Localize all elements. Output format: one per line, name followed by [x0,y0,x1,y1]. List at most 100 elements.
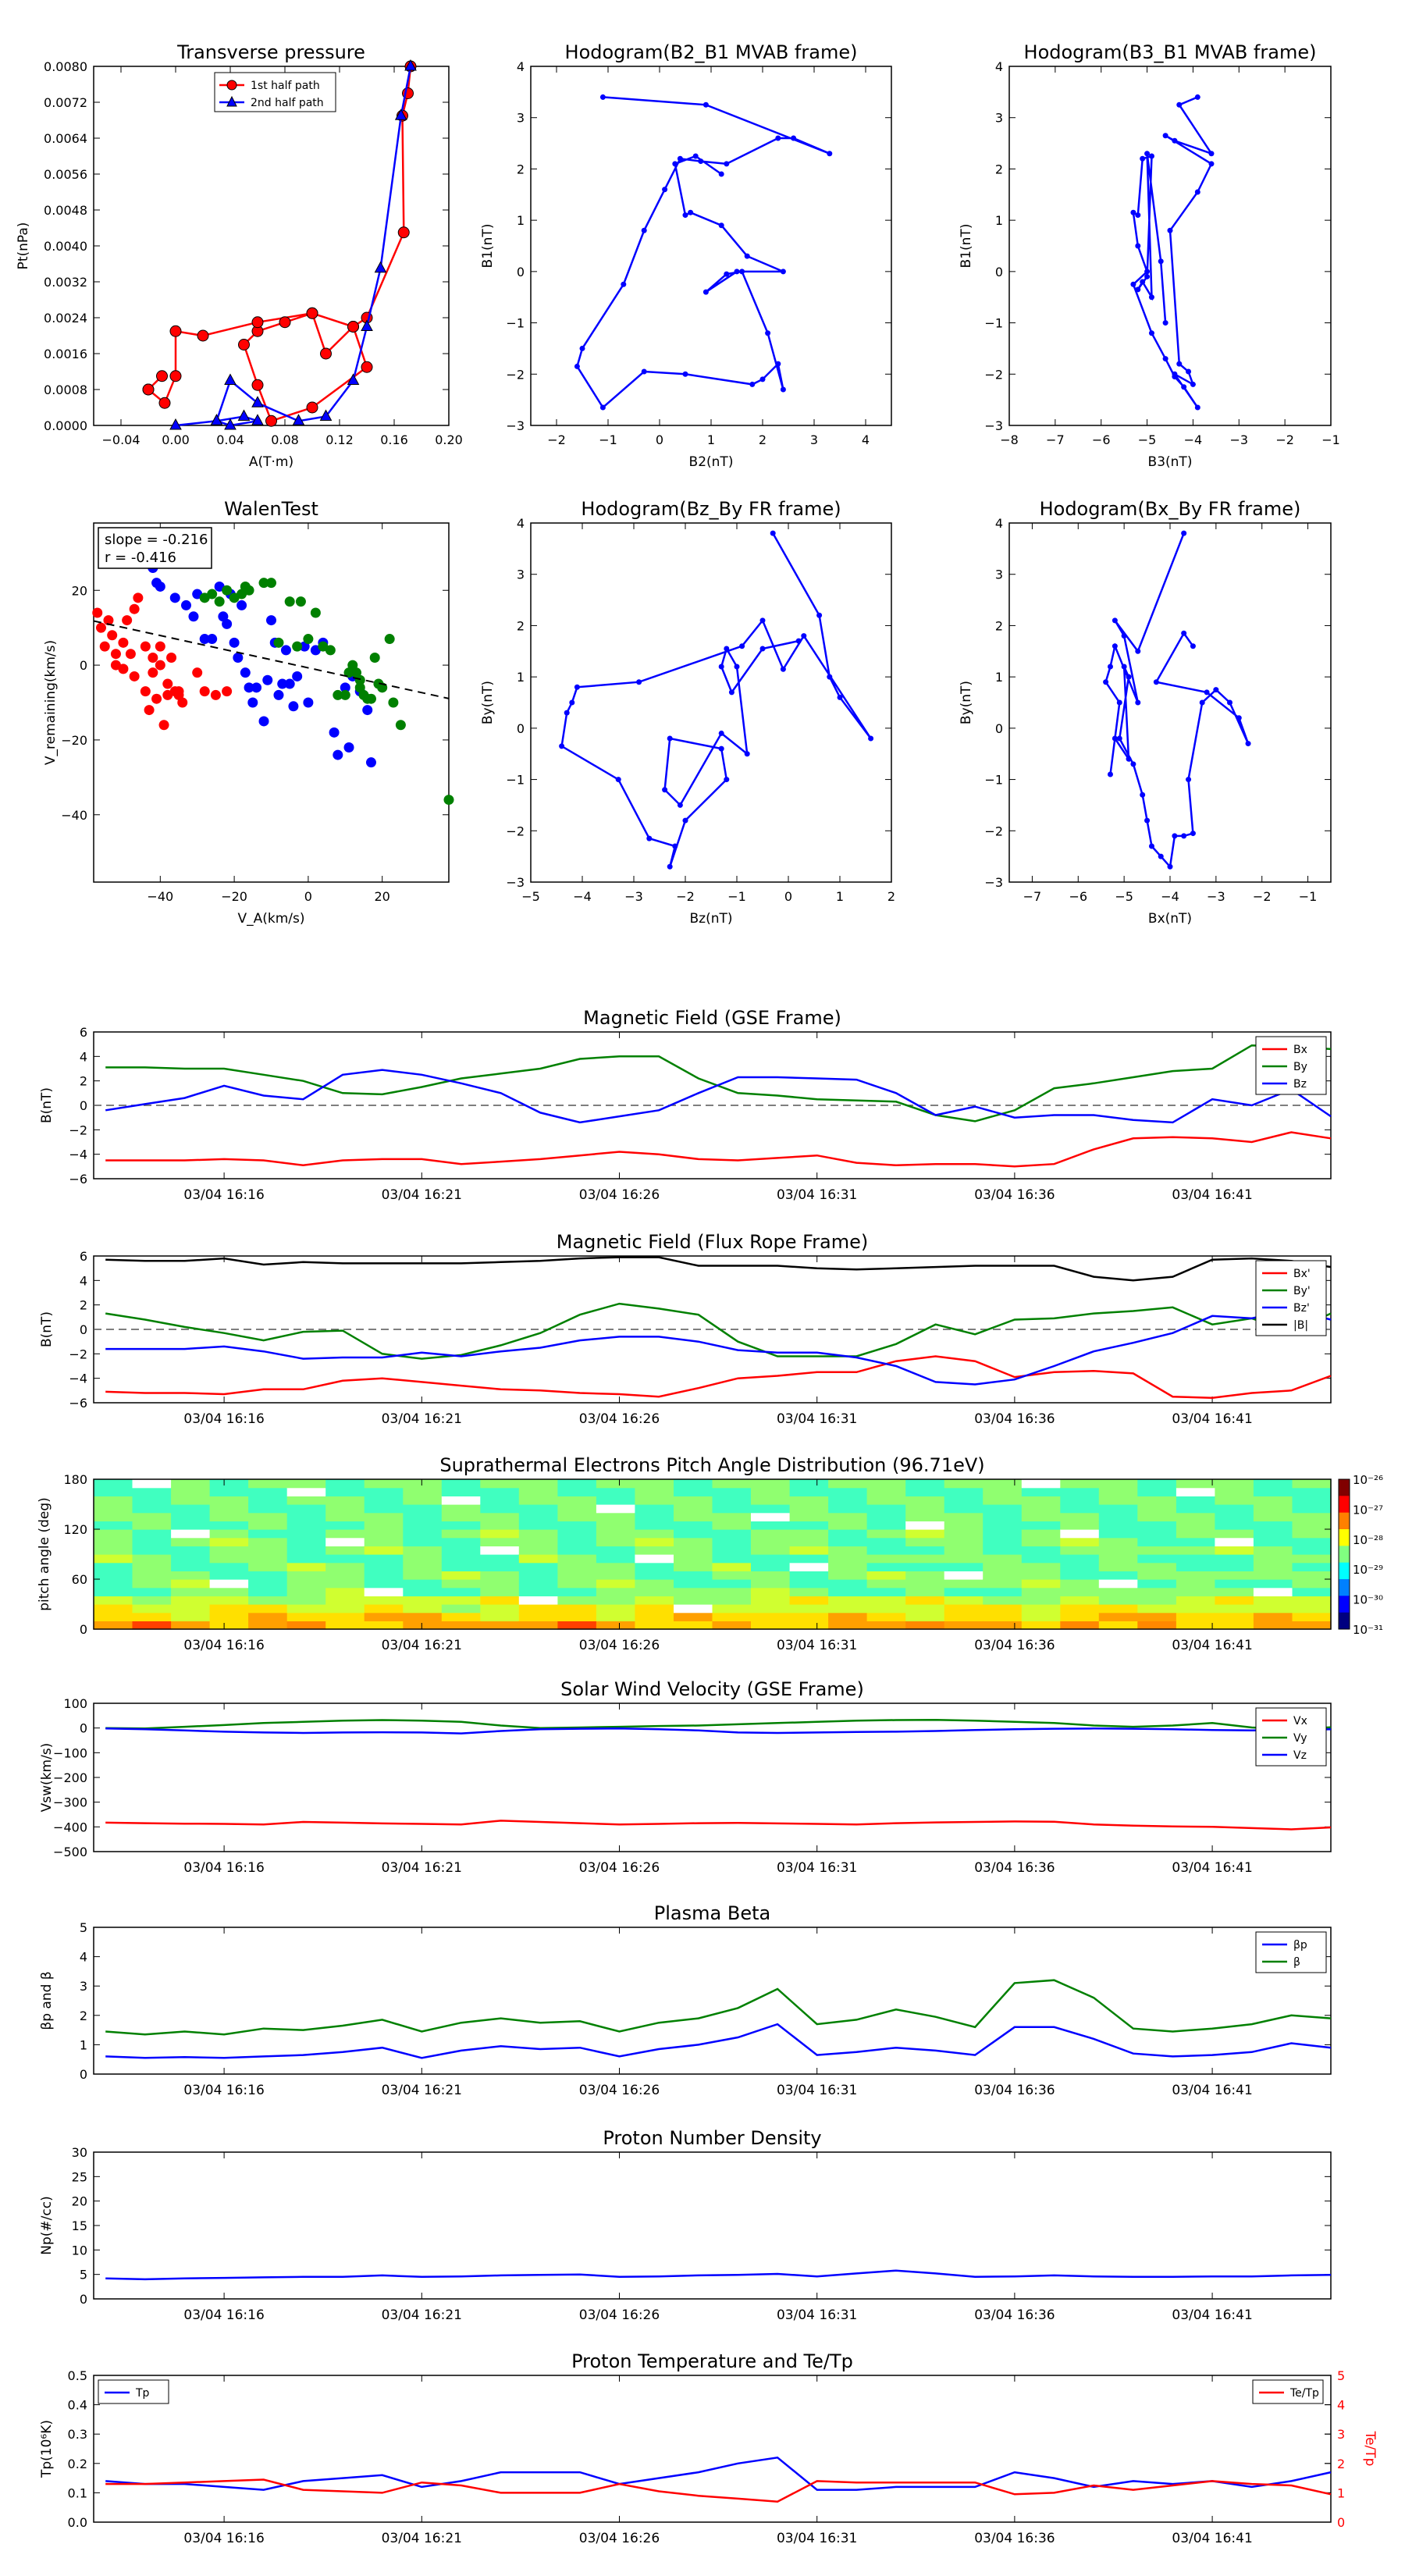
data-point [1144,269,1151,275]
heatmap-cell [1098,1479,1138,1489]
heatmap-cell [674,1596,713,1605]
data-point [1112,735,1118,742]
data-point [574,363,580,369]
heatmap-cell [828,1554,868,1564]
data-point [1107,771,1113,777]
heatmap-cell [789,1554,829,1564]
scatter-point [177,697,188,708]
heatmap-cell [325,1562,365,1571]
heatmap-cell [518,1604,558,1614]
data-point [672,161,678,167]
y-axis-label: pitch angle (deg) [37,1497,52,1611]
data-point [564,710,570,716]
heatmap-cell [1060,1562,1100,1571]
heatmap-cell [248,1579,288,1589]
heatmap-cell [1215,1554,1254,1564]
legend-label: |B| [1293,1319,1308,1332]
heatmap-cell [209,1604,249,1614]
x-axis-label: Bz(nT) [689,911,732,927]
heatmap-cell [364,1479,404,1489]
scatter-point [140,686,151,697]
scatter-point [277,678,288,689]
heatmap-cell [557,1612,597,1621]
heatmap-cell [983,1596,1023,1605]
heatmap-cell [1060,1604,1100,1614]
data-point [868,735,874,742]
x-tick-label: 0.00 [162,432,190,447]
scatter-point [233,653,244,663]
heatmap-cell [751,1537,791,1546]
y-tick-label: −2 [984,367,1003,382]
heatmap-cell [364,1612,404,1621]
scatter-point [118,664,129,674]
heatmap-cell [1060,1587,1100,1596]
chart-title: Hodogram(Bz_By FR frame) [581,498,841,520]
heatmap-cell [1021,1504,1061,1514]
x-tick-label: 2 [887,889,895,904]
y-axis-label: Vsw(km/s) [39,1743,55,1813]
heatmap-cell [1292,1504,1332,1514]
x-tick-label: −5 [521,889,540,904]
heatmap-cell [712,1554,752,1564]
data-point [759,646,766,652]
heatmap-cell [171,1621,211,1630]
heatmap-cell [364,1496,404,1505]
data-point [1162,356,1168,362]
x-tick-label: 03/04 16:36 [974,2307,1055,2323]
heatmap-cell [480,1554,520,1564]
plot-frame [1008,66,1332,426]
scatter-point [354,674,365,685]
legend-label: Bz [1293,1078,1307,1091]
heatmap-cell [248,1529,288,1539]
x-tick-label: 03/04 16:41 [1172,2307,1252,2323]
data-point [775,361,781,367]
series-line [105,1131,1332,1168]
heatmap-cell [248,1521,288,1530]
data-point [251,414,264,425]
heatmap-cell [364,1587,404,1596]
heatmap-cell [480,1587,520,1596]
heatmap-cell [1215,1621,1254,1630]
y-tick-label: 180 [63,1472,87,1487]
heatmap-cell [983,1554,1023,1564]
data-point [237,409,251,421]
heatmap-cell [480,1487,520,1496]
x-tick-label: 03/04 16:21 [382,2531,462,2546]
y-tick-label: 0.0064 [44,131,87,146]
data-point [1148,153,1154,159]
heatmap-cell [789,1529,829,1539]
plot-frame [530,522,892,883]
heatmap-cell [1060,1512,1100,1521]
data-point [224,373,237,385]
heatmap-cell [403,1579,443,1589]
data-point [1135,286,1141,293]
data-point [662,787,668,793]
data-point [1227,699,1233,706]
heatmap-cell [712,1579,752,1589]
scatter-point [155,641,165,652]
heatmap-cell [1176,1496,1215,1505]
heatmap-cell [557,1529,597,1539]
heatmap-cell [712,1479,752,1489]
heatmap-cell [1137,1554,1177,1564]
heatmap-cell [596,1554,635,1564]
scatter-point [218,611,229,622]
legend-label: 1st half path [251,80,320,92]
heatmap-cell [1021,1562,1061,1571]
heatmap-cell [1098,1621,1138,1630]
heatmap-cell [866,1529,906,1539]
data-point [1112,643,1118,649]
heatmap-cell [480,1479,520,1489]
heatmap-cell [751,1479,791,1489]
scatter-point [266,615,276,626]
y-axis-label: βp and β [39,1971,55,2030]
data-point [251,396,264,407]
scatter-point [351,667,362,678]
heatmap-cell [1176,1504,1215,1514]
colorbar-segment [1339,1596,1350,1614]
data-point [759,376,766,382]
legend-label: By' [1293,1285,1311,1297]
x-tick-label: 03/04 16:31 [777,1187,857,1203]
heatmap-cell [1060,1571,1100,1580]
